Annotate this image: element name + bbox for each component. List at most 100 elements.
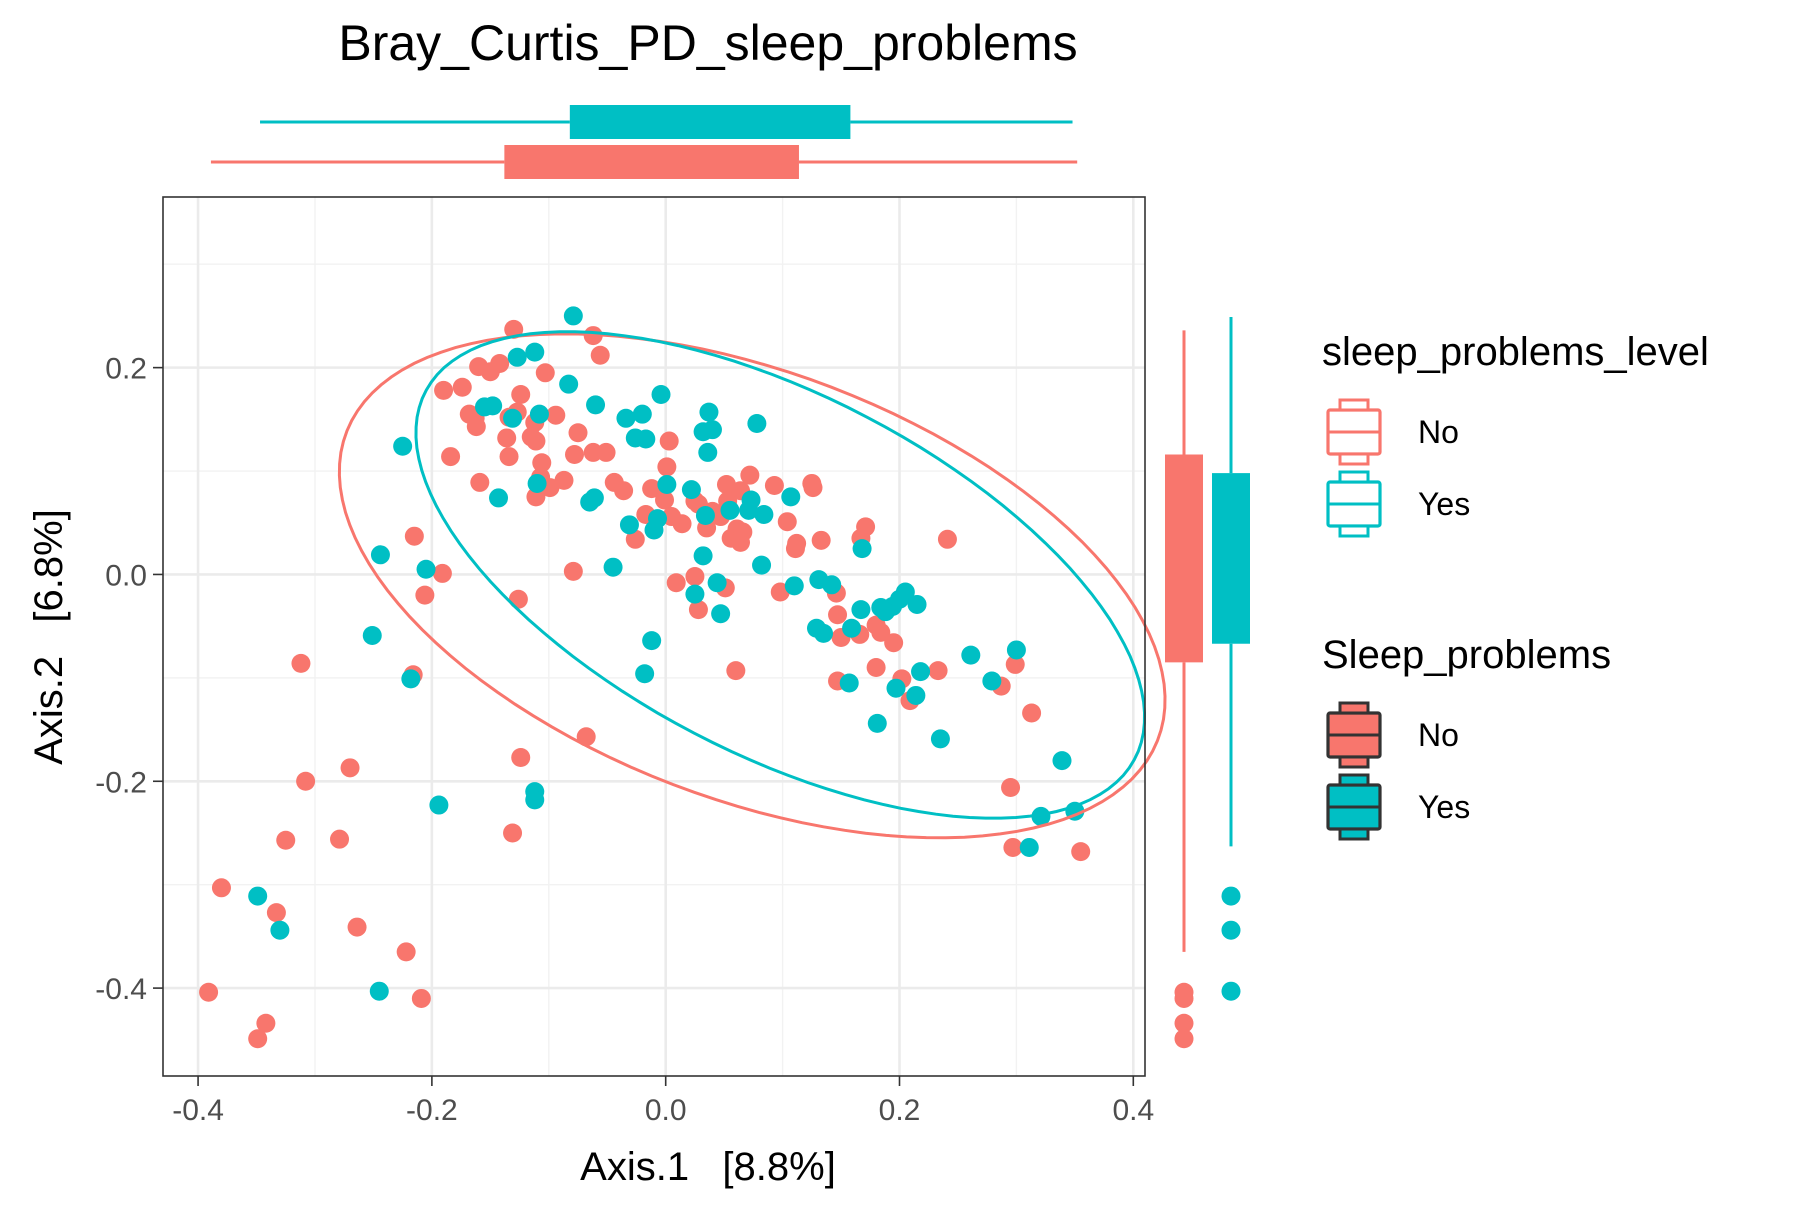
data-point-no bbox=[508, 589, 528, 609]
data-point-yes bbox=[525, 790, 545, 810]
legend-key-no bbox=[1326, 398, 1382, 466]
data-point-no bbox=[1022, 703, 1042, 723]
data-point-no bbox=[657, 457, 677, 477]
legend-key-cap-bottom bbox=[1338, 452, 1370, 466]
y-tick-label: 0.0 bbox=[105, 559, 147, 592]
data-point-no bbox=[871, 622, 891, 642]
data-point-yes bbox=[875, 602, 895, 622]
legend-key-no bbox=[1326, 701, 1382, 769]
right-boxplot-outlier-no bbox=[1174, 1029, 1194, 1049]
data-point-yes bbox=[685, 584, 705, 604]
data-point-yes bbox=[814, 623, 834, 643]
data-point-yes bbox=[563, 306, 583, 326]
data-point-no bbox=[614, 481, 634, 501]
right-boxplot-box-no bbox=[1165, 454, 1203, 663]
data-point-no bbox=[733, 522, 753, 542]
data-point-no bbox=[266, 903, 286, 923]
data-point-yes bbox=[695, 506, 715, 526]
legend-key-cap-bottom bbox=[1338, 827, 1370, 841]
data-point-yes bbox=[711, 604, 731, 624]
data-point-no bbox=[1071, 842, 1091, 862]
data-point-no bbox=[764, 476, 784, 496]
data-point-no bbox=[330, 829, 350, 849]
data-point-no bbox=[497, 428, 517, 448]
data-point-yes bbox=[930, 729, 950, 749]
top-boxplot-box-no bbox=[504, 145, 799, 179]
data-point-no bbox=[411, 988, 431, 1008]
data-point-yes bbox=[906, 685, 926, 705]
data-point-yes bbox=[693, 546, 713, 566]
legend-key-cap-top bbox=[1338, 773, 1370, 787]
data-point-yes bbox=[1019, 837, 1039, 857]
data-point-no bbox=[347, 917, 367, 937]
data-point-no bbox=[811, 530, 831, 550]
data-point-no bbox=[503, 823, 523, 843]
right-boxplot-outlier-no bbox=[1174, 1013, 1194, 1033]
data-point-yes bbox=[693, 422, 713, 442]
legend-key-cap-top bbox=[1338, 701, 1370, 715]
confidence-ellipse-no bbox=[337, 332, 1167, 840]
data-point-no bbox=[511, 385, 531, 405]
confidence-ellipses bbox=[337, 330, 1167, 840]
data-point-yes bbox=[1031, 806, 1051, 826]
data-point-yes bbox=[851, 600, 871, 620]
data-point-no bbox=[740, 465, 760, 485]
data-point-yes bbox=[1006, 640, 1026, 660]
data-point-yes bbox=[752, 555, 772, 575]
right-boxplot-outlier-yes bbox=[1221, 886, 1241, 906]
x-tick-label: -0.4 bbox=[172, 1094, 224, 1127]
data-point-yes bbox=[739, 500, 759, 520]
legend-title: sleep_problems_level bbox=[1322, 330, 1709, 374]
data-point-no bbox=[565, 444, 585, 464]
data-point-yes bbox=[911, 662, 931, 682]
data-point-yes bbox=[681, 480, 701, 500]
data-point-no bbox=[256, 1013, 276, 1033]
data-point-no bbox=[211, 878, 231, 898]
legend-title: Sleep_problems bbox=[1322, 633, 1611, 677]
data-point-no bbox=[1001, 777, 1021, 797]
data-point-no bbox=[441, 447, 461, 467]
data-point-no bbox=[291, 653, 311, 673]
data-point-no bbox=[866, 658, 886, 678]
data-point-no bbox=[803, 478, 823, 498]
legend-label-no: No bbox=[1418, 414, 1459, 450]
y-axis-label: Axis.2 [6.8%] bbox=[27, 509, 71, 765]
data-point-no bbox=[568, 423, 588, 443]
data-point-no bbox=[415, 585, 435, 605]
data-point-yes bbox=[644, 520, 664, 540]
data-point-yes bbox=[416, 559, 436, 579]
data-point-no bbox=[659, 431, 679, 451]
right-boxplot-outlier-yes bbox=[1221, 920, 1241, 940]
legend-label-yes: Yes bbox=[1418, 789, 1470, 825]
data-point-yes bbox=[635, 664, 655, 684]
data-point-no bbox=[452, 377, 472, 397]
data-point-yes bbox=[369, 981, 389, 1001]
data-point-no bbox=[199, 982, 219, 1002]
data-point-no bbox=[726, 661, 746, 681]
x-tick-label: 0.4 bbox=[1112, 1094, 1154, 1127]
data-point-no bbox=[1005, 654, 1025, 674]
data-point-no bbox=[432, 563, 452, 583]
data-point-yes bbox=[586, 395, 606, 415]
data-point-no bbox=[434, 380, 454, 400]
legend-label-yes: Yes bbox=[1418, 486, 1470, 522]
y-tick-label: 0.2 bbox=[105, 353, 147, 386]
data-point-yes bbox=[657, 474, 677, 494]
data-point-yes bbox=[822, 575, 842, 595]
right-boxplot-outlier-yes bbox=[1221, 981, 1241, 1001]
data-point-no bbox=[642, 479, 662, 499]
data-point-yes bbox=[754, 504, 774, 524]
x-tick-label: -0.2 bbox=[406, 1094, 458, 1127]
legend-label-no: No bbox=[1418, 717, 1459, 753]
data-point-yes bbox=[867, 713, 887, 733]
legend: sleep_problems_level No Yes Sleep_problems N… bbox=[1322, 330, 1709, 841]
data-point-yes bbox=[603, 557, 623, 577]
data-point-no bbox=[672, 514, 692, 534]
data-point-no bbox=[248, 1029, 268, 1049]
data-point-yes bbox=[839, 673, 859, 693]
data-point-yes bbox=[616, 408, 636, 428]
legend-key-cap-top bbox=[1338, 470, 1370, 484]
data-point-yes bbox=[429, 795, 449, 815]
data-point-yes bbox=[699, 402, 719, 422]
